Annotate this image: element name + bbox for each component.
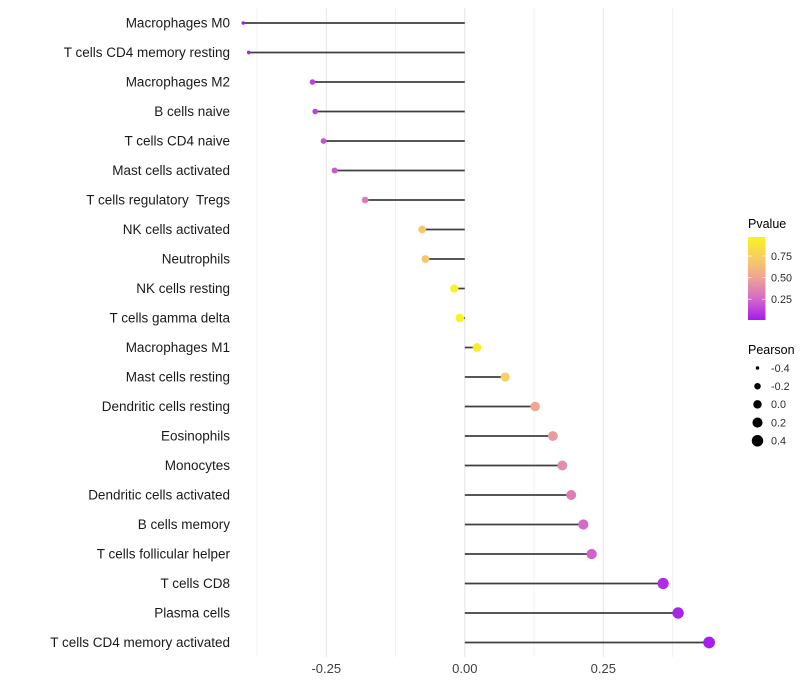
lollipop-dot: [586, 548, 597, 560]
pvalue-legend-title: Pvalue: [748, 217, 786, 231]
category-label: T cells CD4 naive: [124, 134, 230, 149]
pearson-size-dot: [755, 366, 760, 370]
y-axis-category-labels: Macrophages M0 T cells CD4 memory resting…: [50, 16, 231, 650]
category-label: B cells naive: [154, 104, 230, 119]
category-label: T cells gamma delta: [109, 311, 230, 326]
pvalue-gradient-bar: [748, 237, 766, 320]
lollipop-dot: [657, 577, 669, 590]
lollipop-dot: [421, 255, 430, 263]
pvalue-legend: Pvalue 0.75 0.50 0.25: [748, 217, 792, 320]
x-axis-tick-label: 0.00: [452, 661, 477, 676]
lollipop-dot: [320, 138, 327, 144]
pearson-size-dot: [751, 435, 764, 447]
category-label: Macrophages M0: [126, 16, 230, 31]
category-label: T cells CD8: [160, 576, 230, 591]
category-label: T cells CD4 memory activated: [50, 635, 230, 650]
pearson-size-label: 0.4: [771, 436, 786, 448]
lollipop-dot: [331, 167, 338, 174]
category-label: Macrophages M2: [126, 75, 230, 90]
lollipop-dot: [547, 431, 558, 441]
lollipop-dot: [309, 79, 316, 85]
category-label: Eosinophils: [161, 429, 230, 444]
lollipop-stems: [243, 22, 710, 644]
x-axis-tick-labels: -0.25 0.00 0.25: [311, 661, 615, 676]
lollipop-dot: [450, 284, 459, 293]
category-label: T cells regulatory Tregs: [86, 193, 230, 208]
pvalue-tick-label: 0.25: [771, 294, 792, 306]
pearson-size-dot: [753, 400, 762, 409]
category-label: Mast cells resting: [126, 370, 230, 385]
category-label: Mast cells activated: [112, 163, 230, 178]
category-label: Plasma cells: [154, 606, 230, 621]
lollipop-dot: [312, 108, 319, 115]
lollipop-dot: [472, 343, 482, 352]
pearson-size-dot: [754, 382, 761, 390]
x-axis-tick-label: -0.25: [311, 661, 341, 676]
lollipop-dot: [361, 196, 369, 204]
pearson-legend-title: Pearson: [748, 343, 795, 357]
pearson-legend-entries: -0.4 -0.2 0.0 0.2 0.4: [751, 363, 790, 448]
category-label: Dendritic cells resting: [102, 399, 230, 414]
lollipop-dot: [530, 401, 540, 412]
x-axis-tick-label: 0.25: [591, 661, 616, 676]
lollipop-dot: [418, 225, 427, 234]
pvalue-tick-label: 0.75: [771, 251, 792, 263]
category-label: T cells follicular helper: [97, 547, 231, 562]
lollipop-dot: [672, 607, 684, 619]
lollipop-dot: [703, 636, 715, 649]
category-label: B cells memory: [138, 517, 231, 532]
lollipop-dot: [455, 313, 465, 323]
pearson-size-label: -0.2: [771, 381, 790, 393]
pearson-size-label: -0.4: [771, 363, 790, 375]
lollipop-dot: [566, 489, 577, 501]
category-label: NK cells activated: [123, 222, 230, 237]
pvalue-tick-label: 0.50: [771, 272, 792, 284]
category-label: Dendritic cells activated: [88, 488, 230, 503]
category-label: Macrophages M1: [126, 340, 230, 355]
category-label: NK cells resting: [136, 281, 230, 296]
pearson-size-dot: [752, 417, 763, 428]
lollipop-dot: [241, 21, 245, 25]
pearson-size-legend: Pearson -0.4 -0.2 0.0 0.2 0.4: [748, 343, 795, 448]
lollipop-dot: [500, 372, 510, 382]
category-label: T cells CD4 memory resting: [64, 45, 230, 60]
pearson-size-label: 0.0: [771, 399, 786, 411]
lollipop-dot: [578, 519, 589, 530]
gridlines: [256, 8, 674, 657]
pearson-size-label: 0.2: [771, 417, 786, 429]
lollipop-dot: [246, 50, 251, 55]
lollipop-dots: [241, 21, 715, 649]
pvalue-legend-ticks: 0.75 0.50 0.25: [748, 251, 792, 306]
lollipop-dot: [557, 460, 568, 471]
category-label: Monocytes: [165, 458, 231, 473]
category-label: Neutrophils: [162, 252, 231, 267]
